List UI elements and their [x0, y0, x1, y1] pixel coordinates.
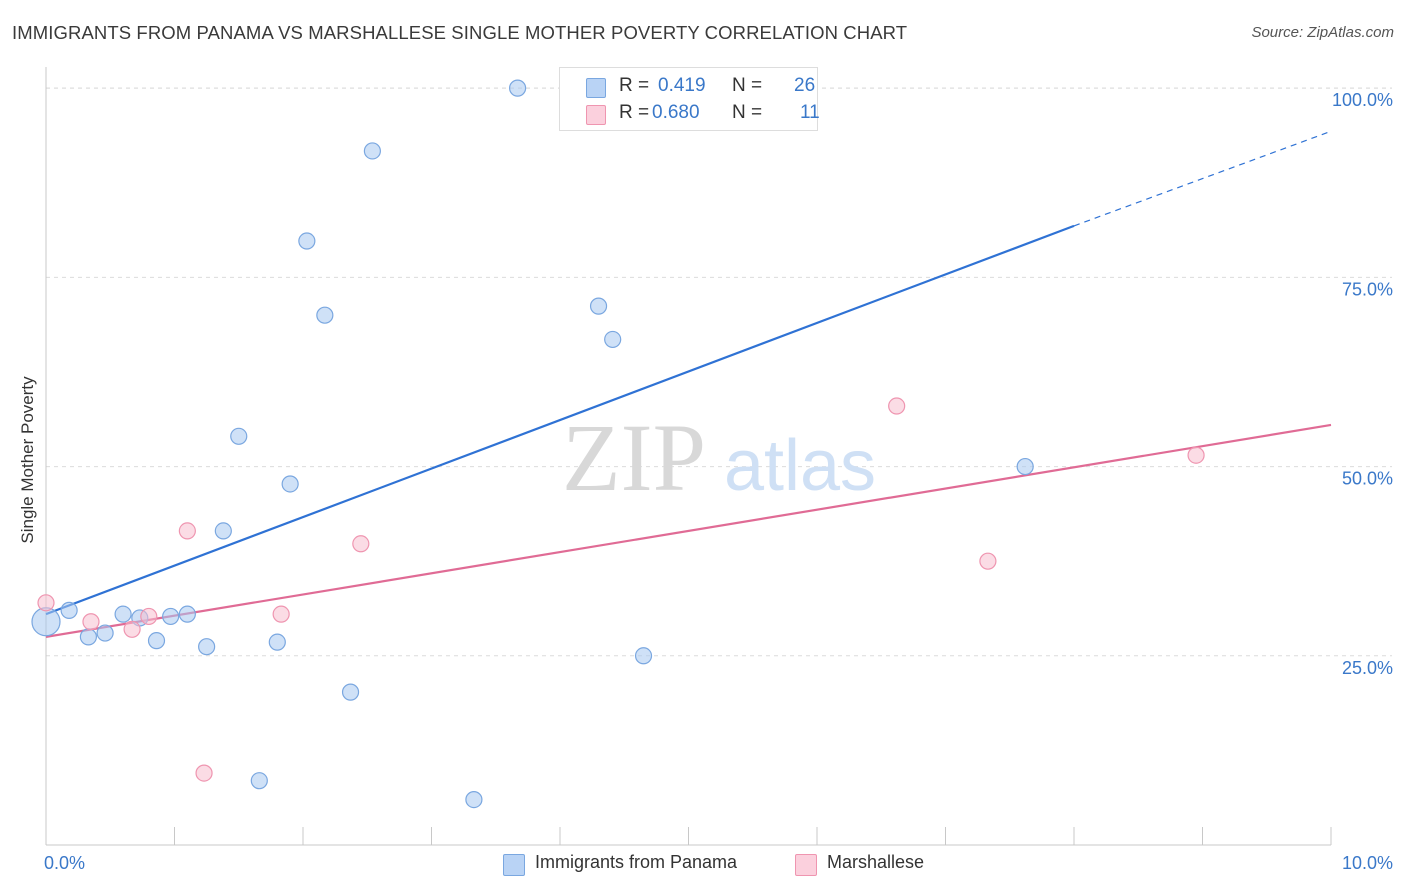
- y-axis-label-wrap: Single Mother Poverty: [16, 300, 40, 620]
- x-tick-label: 10.0%: [1342, 853, 1393, 873]
- point-panama: [114, 605, 132, 623]
- point-panama: [96, 624, 114, 642]
- chart-title: IMMIGRANTS FROM PANAMA VS MARSHALLESE SI…: [12, 22, 908, 43]
- point-marshallese: [888, 397, 906, 415]
- point-marshallese: [272, 605, 290, 623]
- y-tick-label: 100.0%: [1332, 90, 1393, 110]
- trend-line-extension: [1073, 130, 1332, 227]
- point-panama: [198, 638, 216, 656]
- point-panama: [162, 607, 180, 626]
- point-panama: [60, 601, 78, 619]
- stats-legend: R = 0.419 N = 26 R = 0.680 N = 11: [559, 67, 820, 131]
- point-marshallese: [979, 552, 997, 570]
- legend-n-value: 26: [794, 75, 816, 96]
- bottom-legend-swatch-marshallese: [795, 854, 817, 876]
- point-panama: [363, 142, 381, 160]
- point-panama: [178, 605, 196, 623]
- watermark-zip: ZIP: [562, 404, 706, 511]
- y-tick-label: 25.0%: [1342, 658, 1393, 678]
- grid-lines: [46, 87, 1392, 657]
- trend-line-panama: [45, 224, 1075, 616]
- source-label: Source: ZipAtlas.com: [1251, 24, 1394, 41]
- legend-r-label: R =: [619, 102, 650, 123]
- point-marshallese: [140, 607, 158, 626]
- point-panama: [508, 79, 527, 97]
- bottom-legend-label-marshallese: Marshallese: [827, 852, 925, 872]
- point-panama: [250, 772, 268, 790]
- point-marshallese: [178, 522, 196, 540]
- legend-r-value: 0.680: [652, 102, 700, 123]
- legend-n-value: 11: [800, 102, 820, 123]
- point-panama: [604, 330, 622, 349]
- point-panama: [589, 297, 608, 315]
- bottom-legend-swatch-panama: [503, 854, 525, 876]
- point-panama: [298, 232, 316, 250]
- point-marshallese: [352, 535, 370, 553]
- point-marshallese: [123, 620, 141, 638]
- point-panama: [79, 628, 98, 646]
- point-marshallese: [1187, 446, 1205, 464]
- point-panama: [281, 475, 299, 493]
- watermark-atlas: atlas: [724, 426, 876, 506]
- point-marshallese: [82, 613, 100, 631]
- y-axis-label: Single Mother Poverty: [18, 376, 37, 544]
- point-panama: [1016, 457, 1034, 476]
- point-panama: [316, 306, 334, 324]
- x-tick-label: 0.0%: [44, 853, 85, 873]
- legend-n-label: N =: [732, 102, 763, 123]
- point-panama: [214, 522, 232, 540]
- tick-labels: 25.0% 50.0% 75.0% 100.0% 0.0% 10.0%: [44, 90, 1393, 873]
- legend-r-label: R =: [619, 75, 650, 96]
- legend-swatch-panama: [586, 78, 606, 98]
- legend-n-label: N =: [732, 75, 763, 96]
- trend-line-marshallese: [45, 423, 1332, 638]
- y-tick-label: 50.0%: [1342, 469, 1393, 489]
- point-panama: [268, 633, 286, 651]
- point-marshallese: [195, 764, 213, 782]
- legend-r-value: 0.419: [658, 75, 706, 96]
- point-panama: [230, 427, 248, 445]
- legend-swatch-marshallese: [586, 105, 606, 125]
- trend-lines: [45, 130, 1332, 638]
- point-panama: [147, 632, 166, 650]
- watermark: ZIP atlas: [562, 404, 876, 511]
- point-panama: [634, 647, 653, 665]
- data-points: [31, 79, 1205, 809]
- point-panama: [341, 683, 360, 701]
- point-marshallese: [37, 594, 55, 612]
- point-panama: [465, 790, 483, 809]
- bottom-legend-label-panama: Immigrants from Panama: [535, 852, 738, 872]
- axes: [45, 67, 1332, 846]
- y-tick-label: 75.0%: [1342, 279, 1393, 299]
